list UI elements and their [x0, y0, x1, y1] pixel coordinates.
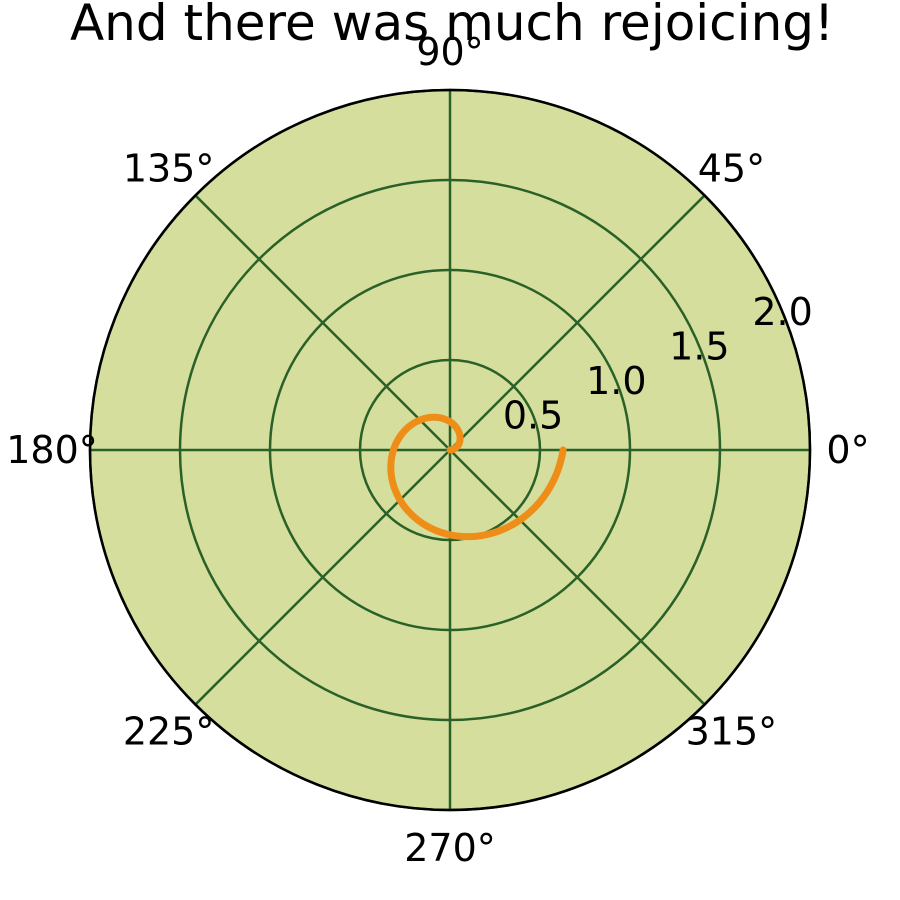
theta-gridline-135	[194, 194, 451, 451]
spiral-line	[387, 413, 567, 541]
theta-tick-label-0: 0°	[826, 428, 869, 472]
theta-tick-label-45: 45°	[698, 147, 765, 191]
theta-gridline-45	[449, 194, 706, 451]
radial-tick-labels: 0.5 1.0 1.5 2.0	[503, 290, 813, 437]
r-tick-label-2.0: 2.0	[752, 290, 812, 334]
polar-spine	[88, 88, 812, 812]
chart-title: And there was much rejoicing!	[70, 0, 834, 52]
theta-tick-label-270: 270°	[404, 826, 496, 870]
theta-gridline-225	[194, 449, 451, 706]
r-tick-label-1.0: 1.0	[586, 359, 646, 403]
theta-gridline-315	[449, 449, 706, 706]
theta-tick-label-315: 315°	[686, 709, 778, 753]
theta-tick-label-90: 90°	[416, 30, 483, 74]
theta-tick-labels: 0° 45° 90° 135° 180° 225° 270° 315°	[6, 30, 869, 870]
r-tick-label-0.5: 0.5	[503, 394, 563, 438]
theta-tick-label-180: 180°	[6, 428, 98, 472]
theta-tick-label-135: 135°	[123, 147, 215, 191]
theta-tick-label-225: 225°	[123, 709, 215, 753]
r-tick-label-1.5: 1.5	[669, 325, 729, 369]
